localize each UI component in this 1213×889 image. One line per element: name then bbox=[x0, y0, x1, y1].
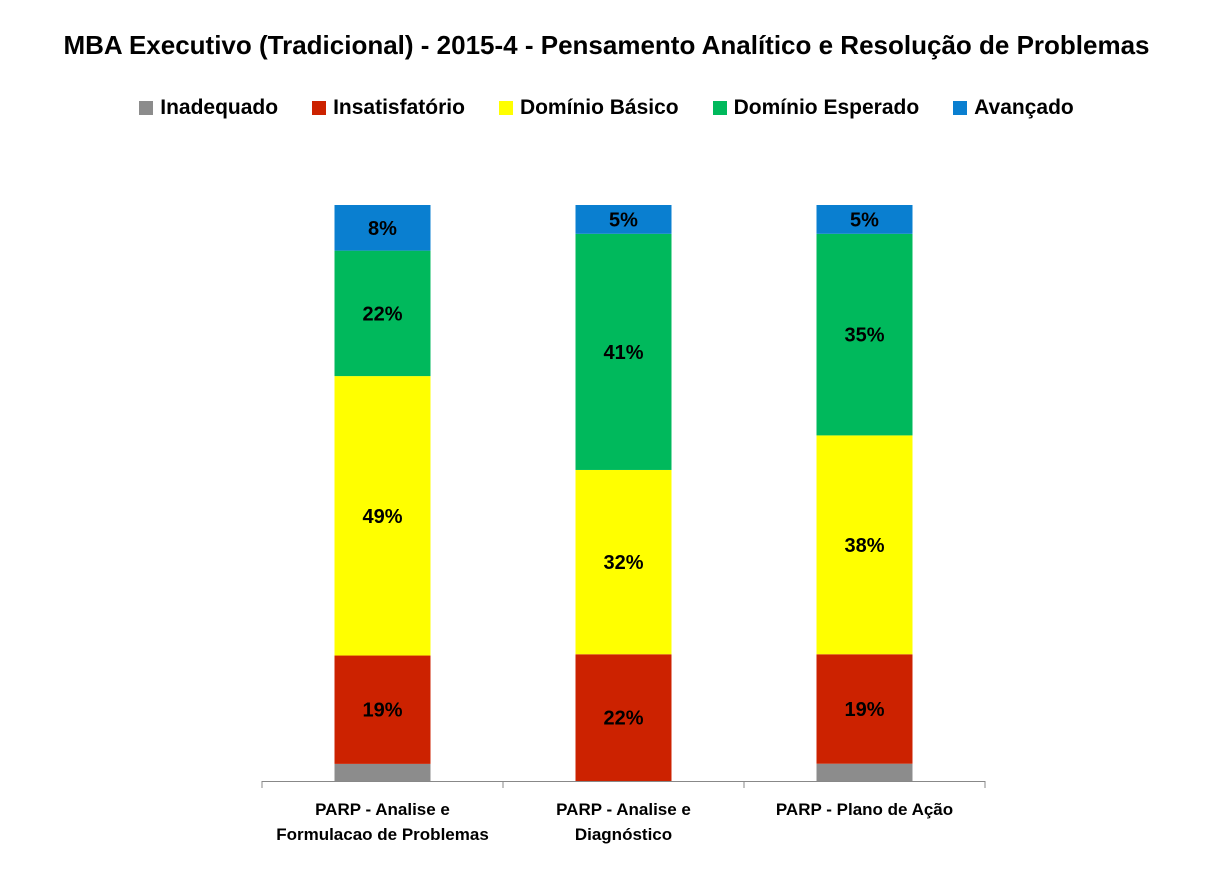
category-label-3: PARP - Plano de Ação bbox=[745, 797, 985, 822]
legend-item-insatisfatorio: Insatisfatório bbox=[312, 96, 465, 120]
category-label-line: Formulacao de Problemas bbox=[276, 825, 489, 844]
category-label-2: PARP - Analise e Diagnóstico bbox=[504, 797, 744, 847]
chart-title: MBA Executivo (Tradicional) - 2015-4 - P… bbox=[63, 30, 1150, 60]
data-label-insatisfatorio-3: 19% bbox=[844, 699, 884, 721]
bar-segment-dominio-basico-1 bbox=[334, 376, 431, 656]
data-label-dominio-basico-3: 38% bbox=[844, 535, 884, 557]
bar-segment-dominio-esperado-3 bbox=[816, 233, 913, 436]
data-label-dominio-basico-1: 49% bbox=[362, 506, 402, 528]
bar-segment-inadequado-1 bbox=[334, 763, 431, 781]
legend-item-avancado: Avançado bbox=[953, 96, 1074, 120]
bar-segment-dominio-esperado-1 bbox=[334, 250, 431, 377]
bar-segment-inadequado-3 bbox=[816, 763, 913, 781]
legend-label: Domínio Esperado bbox=[733, 96, 920, 119]
bar-segment-avancado-3 bbox=[816, 205, 913, 234]
bar-segment-dominio-basico-3 bbox=[816, 435, 913, 655]
legend-label: Inadequado bbox=[160, 96, 279, 119]
data-label-avancado-3: 5% bbox=[850, 209, 879, 231]
bar-segment-dominio-basico-2 bbox=[575, 469, 672, 655]
data-label-avancado-1: 8% bbox=[368, 218, 397, 240]
data-label-dominio-esperado-3: 35% bbox=[844, 325, 884, 347]
data-label-avancado-2: 5% bbox=[609, 209, 638, 231]
category-label-line: Diagnóstico bbox=[574, 825, 673, 844]
bar-segment-avancado-2 bbox=[575, 205, 672, 234]
data-label-insatisfatorio-2: 22% bbox=[603, 708, 643, 730]
legend-swatch bbox=[498, 101, 513, 115]
data-label-dominio-esperado-1: 22% bbox=[362, 303, 402, 325]
legend-item-dominio-basico: Domínio Básico bbox=[498, 96, 679, 120]
data-label-dominio-basico-2: 32% bbox=[603, 552, 643, 574]
bar-segment-dominio-esperado-2 bbox=[575, 233, 672, 470]
legend-label: Domínio Básico bbox=[519, 96, 679, 119]
legend: Inadequado Insatisfatório Domínio Básico Do… bbox=[0, 96, 1213, 120]
category-label-line: PARP - Analise e bbox=[315, 800, 450, 819]
bar-segment-avancado-1 bbox=[334, 205, 431, 251]
bar-segment-insatisfatorio-1 bbox=[334, 655, 431, 764]
category-label-1: PARP - Analise e Formulacao de Problemas bbox=[263, 797, 503, 847]
legend-swatch bbox=[712, 101, 727, 115]
legend-swatch bbox=[312, 101, 327, 115]
bar-segment-insatisfatorio-3 bbox=[816, 654, 913, 764]
bar-segment-insatisfatorio-2 bbox=[575, 654, 672, 781]
legend-label: Avançado bbox=[974, 96, 1074, 119]
legend-item-dominio-esperado: Domínio Esperado bbox=[712, 96, 920, 120]
data-label-dominio-esperado-2: 41% bbox=[603, 342, 643, 364]
data-label-insatisfatorio-1: 19% bbox=[362, 700, 402, 722]
category-label-line: PARP - Plano de Ação bbox=[775, 800, 954, 819]
legend-label: Insatisfatório bbox=[333, 96, 465, 119]
category-label-line: PARP - Analise e bbox=[556, 800, 691, 819]
legend-item-inadequado: Inadequado bbox=[139, 96, 278, 120]
legend-swatch bbox=[139, 101, 154, 115]
legend-swatch bbox=[953, 101, 968, 115]
